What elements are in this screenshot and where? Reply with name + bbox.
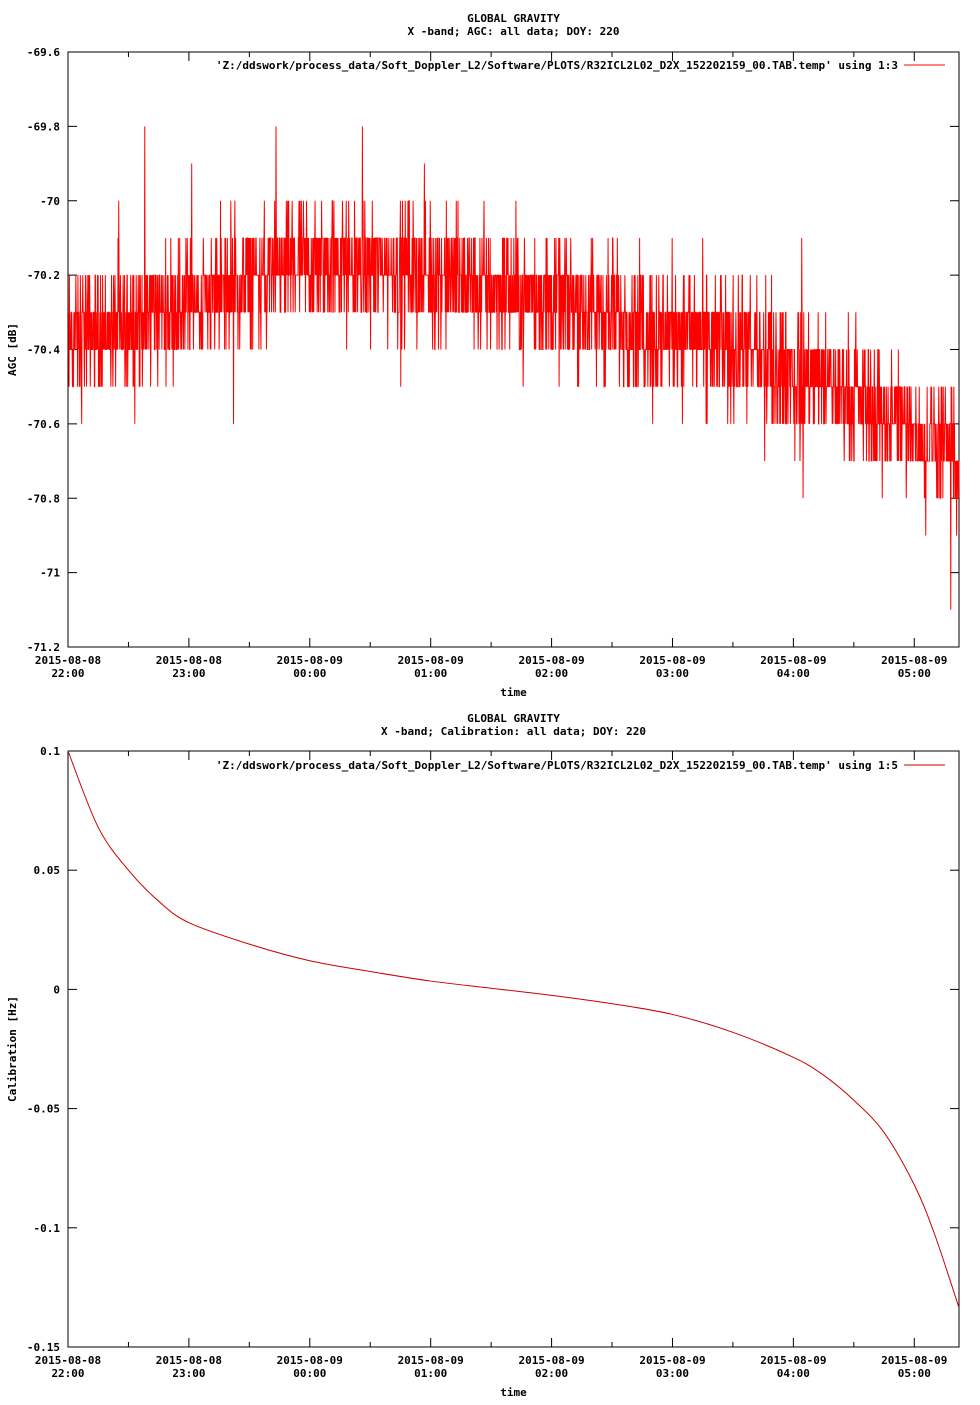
y-tick-label: -70.8 — [27, 492, 60, 505]
x-tick-label-time: 00:00 — [293, 667, 326, 680]
x-tick-label-time: 23:00 — [172, 667, 205, 680]
y-tick-label: -70.4 — [27, 344, 60, 357]
y-tick-label: -71 — [40, 567, 60, 580]
chart-subtitle: X -band; Calibration: all data; DOY: 220 — [381, 725, 646, 738]
y-tick-label: -71.2 — [27, 641, 60, 654]
x-tick-label-date: 2015-08-09 — [760, 1354, 826, 1367]
x-tick-label-date: 2015-08-09 — [639, 1354, 705, 1367]
y-tick-label: -70 — [40, 195, 60, 208]
agc-series-line — [68, 126, 960, 610]
chart-subtitle: X -band; AGC: all data; DOY: 220 — [408, 25, 620, 38]
x-tick-label-time: 22:00 — [51, 1367, 84, 1380]
x-tick-label-date: 2015-08-08 — [156, 654, 222, 667]
y-axis-label: Calibration [Hz] — [6, 996, 19, 1102]
y-tick-label: -69.8 — [27, 120, 60, 133]
y-tick-label: -70.2 — [27, 269, 60, 282]
x-tick-label-time: 22:00 — [51, 667, 84, 680]
calibration-series-line — [67, 750, 960, 1307]
x-tick-label-date: 2015-08-09 — [881, 1354, 947, 1367]
chart-title: GLOBAL GRAVITY — [467, 712, 560, 725]
x-tick-label-date: 2015-08-09 — [760, 654, 826, 667]
x-tick-label-time: 00:00 — [293, 1367, 326, 1380]
x-tick-label-date: 2015-08-08 — [156, 1354, 222, 1367]
x-tick-label-date: 2015-08-09 — [398, 654, 464, 667]
y-tick-label: 0 — [53, 983, 60, 996]
x-tick-label-time: 05:00 — [898, 1367, 931, 1380]
y-tick-label: -70.6 — [27, 418, 60, 431]
x-tick-label-time: 23:00 — [172, 1367, 205, 1380]
y-tick-label: -69.6 — [27, 46, 60, 59]
x-tick-label-time: 02:00 — [535, 667, 568, 680]
x-tick-label-time: 01:00 — [414, 1367, 447, 1380]
x-tick-label-date: 2015-08-09 — [277, 1354, 343, 1367]
x-tick-label-date: 2015-08-09 — [518, 654, 584, 667]
legend: 'Z:/ddswork/process_data/Soft_Doppler_L2… — [216, 59, 945, 72]
y-tick-label: -0.05 — [27, 1103, 60, 1116]
y-tick-label: -0.15 — [27, 1341, 60, 1354]
legend: 'Z:/ddswork/process_data/Soft_Doppler_L2… — [216, 759, 945, 772]
legend-label: 'Z:/ddswork/process_data/Soft_Doppler_L2… — [216, 759, 898, 772]
x-tick-label-date: 2015-08-09 — [518, 1354, 584, 1367]
y-tick-label: 0.1 — [40, 745, 60, 758]
x-tick-label-time: 02:00 — [535, 1367, 568, 1380]
y-tick-label: -0.1 — [34, 1222, 61, 1235]
x-tick-label-date: 2015-08-09 — [277, 654, 343, 667]
x-tick-label-time: 01:00 — [414, 667, 447, 680]
x-tick-label-date: 2015-08-09 — [881, 654, 947, 667]
plot-frame — [67, 750, 960, 1348]
x-axis-label: time — [500, 1386, 527, 1399]
chart-title: GLOBAL GRAVITY — [467, 12, 560, 25]
y-axis-label: AGC [dB] — [6, 323, 19, 376]
x-tick-label-time: 03:00 — [656, 1367, 689, 1380]
x-tick-label-time: 04:00 — [777, 1367, 810, 1380]
x-tick-label-time: 03:00 — [656, 667, 689, 680]
x-tick-label-date: 2015-08-08 — [35, 654, 101, 667]
legend-label: 'Z:/ddswork/process_data/Soft_Doppler_L2… — [216, 59, 898, 72]
x-tick-label-date: 2015-08-09 — [398, 1354, 464, 1367]
y-tick-label: 0.05 — [34, 864, 61, 877]
x-tick-label-time: 04:00 — [777, 667, 810, 680]
x-axis-label: time — [500, 686, 527, 699]
x-tick-label-date: 2015-08-08 — [35, 1354, 101, 1367]
x-tick-label-date: 2015-08-09 — [639, 654, 705, 667]
x-tick-label-time: 05:00 — [898, 667, 931, 680]
